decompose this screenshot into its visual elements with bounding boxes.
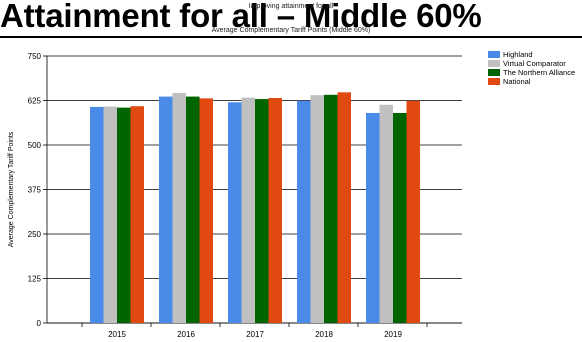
- y-tick-label: 375: [28, 186, 42, 195]
- bar-highland-2019: [366, 112, 380, 324]
- bar-national-2018: [337, 92, 351, 323]
- legend-swatch: [488, 51, 500, 58]
- bar-the-northern-alliance-2019: [393, 112, 407, 324]
- legend-label: Virtual Comparator: [503, 59, 566, 68]
- bar-virtual-comparator-2015: [103, 106, 117, 323]
- y-tick-label: 0: [37, 319, 42, 328]
- x-tick-label: 2019: [384, 330, 402, 339]
- bar-highland-2018: [297, 100, 311, 323]
- bar-highland-2017: [228, 102, 242, 323]
- chart-subtitle: Average Complementary Tariff Points (Mid…: [211, 27, 371, 34]
- x-tick-label: 2015: [108, 330, 126, 339]
- bar-the-northern-alliance-2016: [186, 96, 200, 323]
- slide-title: Attainment for all – Middle 60%: [0, 0, 482, 34]
- legend-item: Virtual Comparator: [488, 59, 575, 68]
- legend-label: Highland: [503, 50, 533, 59]
- legend-label: The Northern Alliance: [503, 68, 576, 77]
- chart-title: Improving attainment for all: [248, 3, 334, 10]
- legend-item: Highland: [488, 50, 575, 59]
- legend-swatch: [488, 78, 500, 85]
- x-tick-label: 2017: [246, 330, 264, 339]
- y-tick-label: 750: [28, 52, 42, 61]
- bar-the-northern-alliance-2018: [324, 94, 338, 323]
- bar-virtual-comparator-2018: [310, 95, 324, 323]
- legend-swatch: [488, 60, 500, 67]
- chart-legend: Highland Virtual Comparator The Northern A…: [488, 50, 575, 86]
- legend-swatch: [488, 69, 500, 76]
- y-tick-label: 500: [28, 141, 42, 150]
- bar-highland-2015: [90, 106, 104, 324]
- x-tick-label: 2018: [315, 330, 333, 339]
- bar-national-2017: [268, 98, 282, 324]
- bar-highland-2016: [159, 96, 173, 323]
- bar-national-2016: [199, 98, 213, 323]
- y-axis-label: Average Complementary Tariff Points: [8, 131, 15, 247]
- legend-item: National: [488, 77, 575, 86]
- y-tick-label: 625: [28, 97, 42, 106]
- y-tick-label: 250: [28, 230, 42, 239]
- legend-label: National: [503, 77, 531, 86]
- bar-national-2019: [406, 100, 420, 323]
- legend-item: The Northern Alliance: [488, 68, 575, 77]
- bar-virtual-comparator-2019: [379, 104, 393, 323]
- bar-the-northern-alliance-2015: [117, 107, 131, 324]
- y-tick-label: 125: [28, 275, 42, 284]
- bar-virtual-comparator-2017: [241, 97, 255, 323]
- bar-the-northern-alliance-2017: [255, 99, 269, 324]
- x-tick-label: 2016: [177, 330, 195, 339]
- title-underline: [0, 36, 582, 38]
- bar-national-2015: [130, 106, 144, 323]
- bar-virtual-comparator-2016: [172, 93, 186, 323]
